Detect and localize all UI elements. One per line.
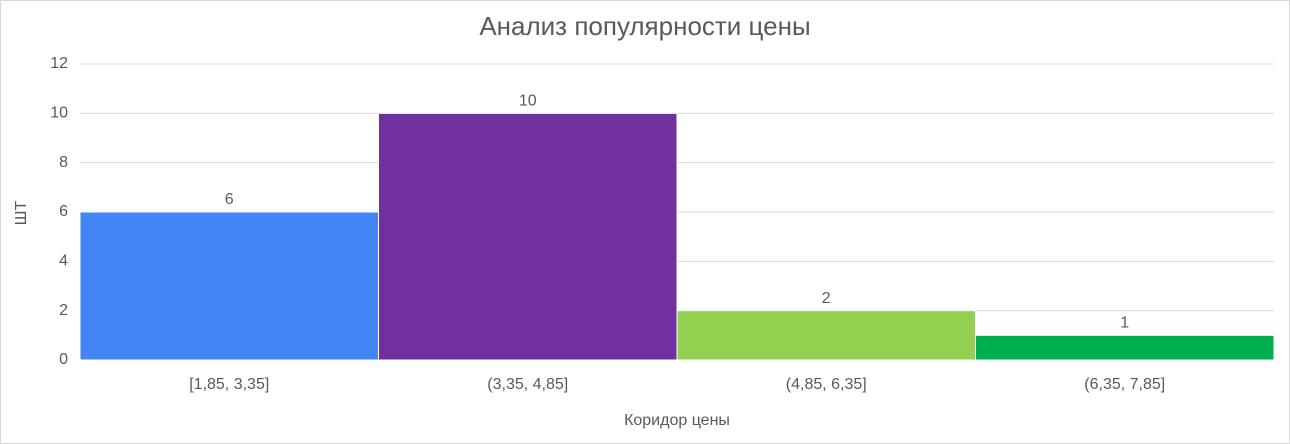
x-axis-title: Коридор цены xyxy=(624,412,730,429)
y-tick-label: 4 xyxy=(59,253,68,270)
y-tick-label: 2 xyxy=(59,302,68,319)
bar xyxy=(676,310,976,361)
data-label: 6 xyxy=(225,191,234,208)
bar xyxy=(79,211,379,361)
x-tick-label: (3,35, 4,85] xyxy=(487,376,568,393)
y-axis-title: ШТ xyxy=(13,201,30,226)
y-tick-label: 12 xyxy=(50,55,68,72)
data-label: 10 xyxy=(519,93,537,110)
x-tick-label: (4,85, 6,35] xyxy=(786,376,867,393)
bar xyxy=(378,112,678,361)
chart-title: Анализ популярности цены xyxy=(479,11,810,41)
data-label: 1 xyxy=(1120,315,1129,332)
y-tick-label: 0 xyxy=(59,351,68,368)
y-tick-label: 8 xyxy=(59,154,68,171)
bar xyxy=(975,334,1275,361)
y-tick-label: 10 xyxy=(50,105,68,122)
x-tick-label: [1,85, 3,35] xyxy=(189,376,269,393)
x-tick-label: (6,35, 7,85] xyxy=(1084,376,1165,393)
y-tick-label: 6 xyxy=(59,203,68,220)
data-label: 2 xyxy=(822,290,831,307)
